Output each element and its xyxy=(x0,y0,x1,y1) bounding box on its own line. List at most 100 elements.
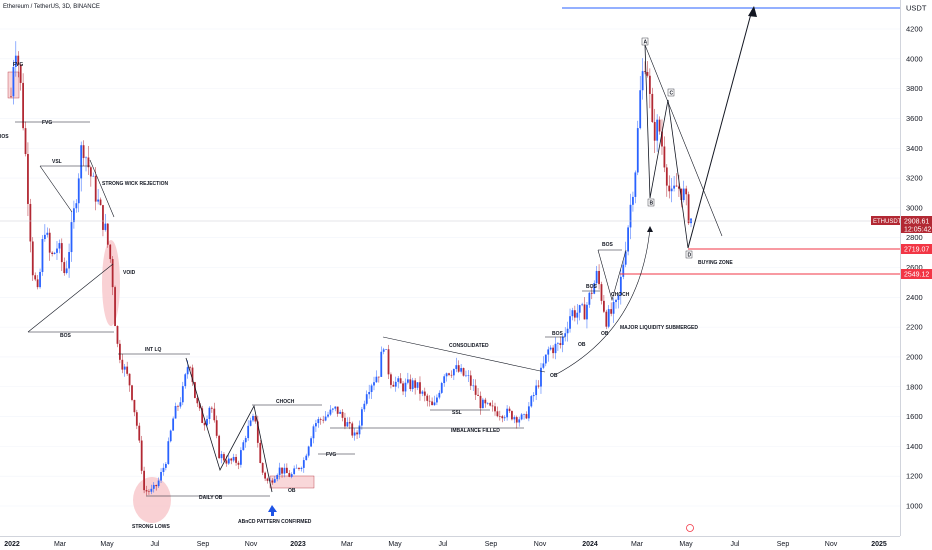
candle-body xyxy=(530,396,533,407)
candle-body xyxy=(208,407,211,419)
candle-body xyxy=(644,71,646,72)
candle-body xyxy=(172,418,175,431)
candle-body xyxy=(598,270,600,285)
candle-body xyxy=(678,186,680,189)
candle-body xyxy=(278,467,281,475)
y-tick-label: 2000 xyxy=(906,352,923,361)
candle-body xyxy=(68,252,70,269)
candle-body xyxy=(315,423,317,427)
candle-body xyxy=(387,349,390,375)
candle-body xyxy=(317,419,320,424)
candle-body xyxy=(518,419,521,423)
candle-body xyxy=(561,336,564,345)
candle-body xyxy=(474,385,477,395)
candle-body xyxy=(276,474,279,480)
candle-body xyxy=(261,463,264,473)
ann-buying-zone: BUYING ZONE xyxy=(698,260,733,266)
candle-body xyxy=(648,75,651,94)
candle-body xyxy=(77,178,80,204)
candle-body xyxy=(496,411,499,417)
candle-body xyxy=(293,468,296,475)
abcd-zigzag-2024 xyxy=(644,44,689,249)
candle-body xyxy=(254,415,257,422)
x-tick-label: 2022 xyxy=(4,541,20,548)
candle-body xyxy=(210,407,213,409)
level-2-tag xyxy=(901,269,932,279)
candle-body xyxy=(554,343,557,354)
candle-body xyxy=(682,188,685,201)
candle-body xyxy=(230,458,233,461)
symbol-tag xyxy=(871,216,900,225)
candle-body xyxy=(140,440,143,471)
point-b-label: B xyxy=(650,201,654,207)
x-tick-label: Sep xyxy=(485,541,498,548)
candle-body xyxy=(593,283,596,294)
candle-body xyxy=(685,188,688,195)
candle-body xyxy=(557,343,559,344)
candle-body xyxy=(619,276,622,296)
annotations: FVG IOS FVG VSL STRONG WICK REJECTION VO… xyxy=(0,40,733,531)
y-tick-label: 3800 xyxy=(906,84,923,93)
vsl-trend-2 xyxy=(89,159,115,218)
y-tick-label: 3400 xyxy=(906,144,923,153)
point-c-label: C xyxy=(670,91,674,97)
candle-body xyxy=(264,472,266,479)
candle-body xyxy=(102,205,104,230)
candle-body xyxy=(14,55,17,67)
x-tick-label: Sep xyxy=(777,541,790,548)
candle-body xyxy=(402,383,404,392)
y-tick-label: 1400 xyxy=(906,442,923,451)
candle-body xyxy=(63,262,66,274)
candle-body xyxy=(605,311,608,327)
candle-body xyxy=(394,381,397,387)
ann-ob-2022: OB xyxy=(288,488,296,494)
candle-body xyxy=(19,64,22,83)
candle-body xyxy=(203,422,206,426)
ann-fvg-2: FVG xyxy=(42,120,52,126)
candle-body xyxy=(542,363,545,368)
candle-body xyxy=(687,194,690,224)
y-tick-label: 2600 xyxy=(906,263,923,272)
candle-body xyxy=(138,425,141,441)
candle-body xyxy=(411,380,414,390)
candle-body xyxy=(27,154,29,204)
candle-body xyxy=(104,223,107,230)
y-tick-label: 4000 xyxy=(906,54,923,63)
y-tick-label: 4200 xyxy=(906,25,923,34)
candle-body xyxy=(472,385,475,387)
candle-body xyxy=(242,442,245,451)
candle-body xyxy=(668,185,671,192)
candle-body xyxy=(70,222,73,253)
candle-body xyxy=(341,411,344,418)
candle-body xyxy=(624,251,627,265)
candle-body xyxy=(177,406,179,407)
candle-body xyxy=(673,185,675,189)
candle-body xyxy=(629,204,632,228)
candle-body xyxy=(392,384,395,387)
candle-body xyxy=(569,316,571,329)
candle-body xyxy=(227,458,230,464)
candle-body xyxy=(85,157,87,159)
candle-body xyxy=(259,442,262,464)
candle-body xyxy=(266,478,269,481)
candle-body xyxy=(489,402,492,406)
candle-body xyxy=(600,284,603,301)
candle-body xyxy=(399,378,402,384)
candle-body xyxy=(610,309,613,314)
ann-ob-2023-b: OB xyxy=(578,342,586,348)
candle-body xyxy=(656,119,659,141)
candle-body xyxy=(498,416,501,417)
candle-body xyxy=(511,411,513,420)
candle-body xyxy=(39,271,41,288)
candle-body xyxy=(148,491,150,493)
candle-body xyxy=(549,347,552,350)
candle-body xyxy=(675,185,678,187)
ann-consolidated: CONSOLIDATED xyxy=(449,343,489,349)
candle-body xyxy=(252,415,254,421)
candle-body xyxy=(225,460,228,464)
event-marker-icon[interactable] xyxy=(686,524,694,532)
candle-body xyxy=(661,131,663,147)
candle-body xyxy=(438,392,441,398)
candle-body xyxy=(152,484,155,489)
